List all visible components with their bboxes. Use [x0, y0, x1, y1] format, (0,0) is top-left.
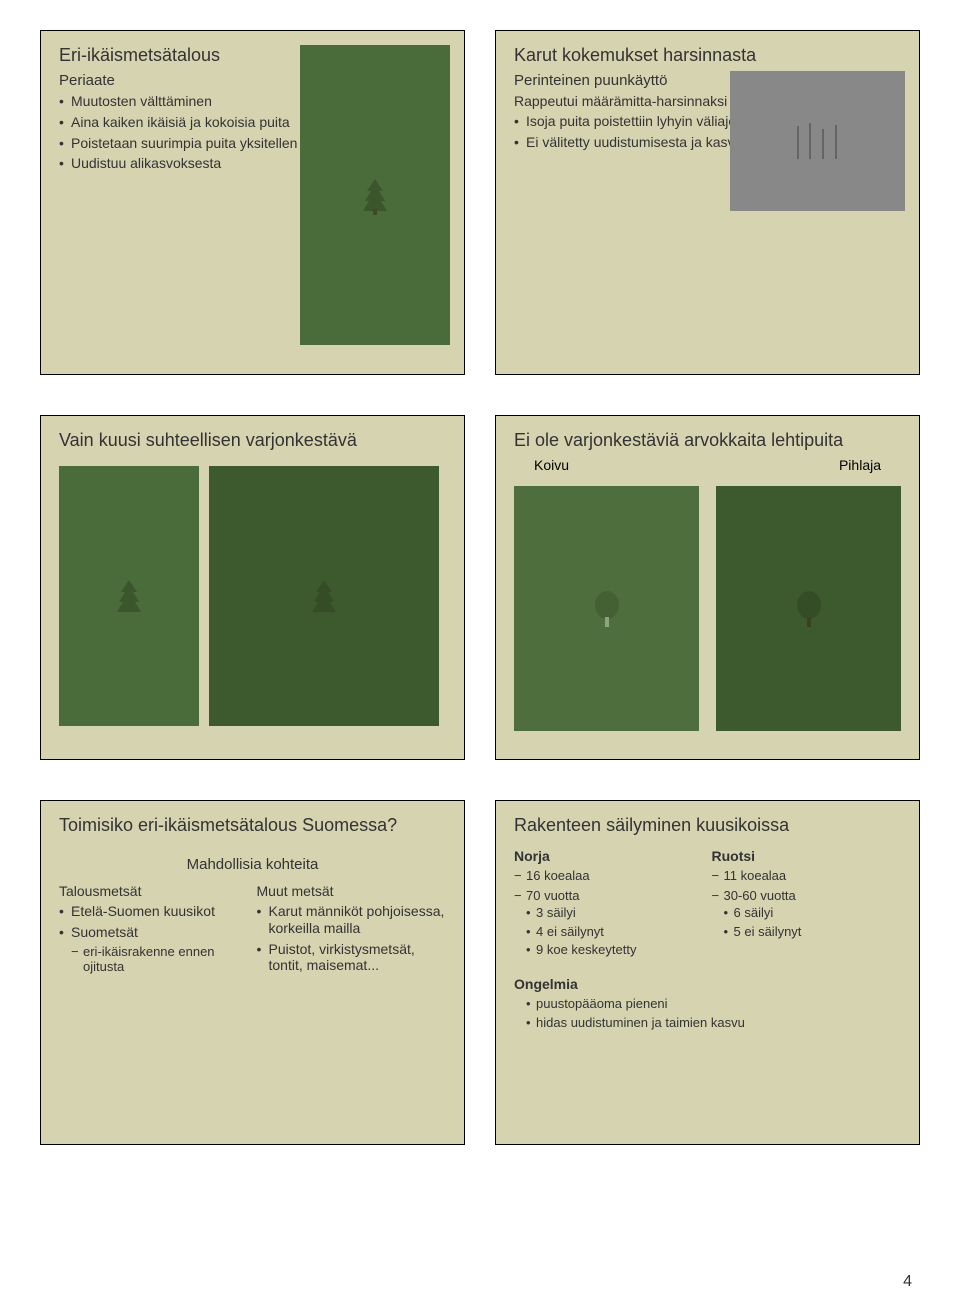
- list-item: 11 koealaa: [712, 868, 902, 884]
- slide5-columns: Talousmetsät Etelä-Suomen kuusikot Suome…: [59, 883, 446, 979]
- col-talousmetsat: Talousmetsät Etelä-Suomen kuusikot Suome…: [59, 883, 249, 979]
- list-item: 70 vuotta 3 säilyi 4 ei säilynyt 9 koe k…: [514, 888, 704, 958]
- koivu-photo: [514, 486, 699, 731]
- slide6-columns: Norja 16 koealaa 70 vuotta 3 säilyi 4 ei…: [514, 848, 901, 962]
- tree-icon: [304, 576, 344, 616]
- slide3-title: Vain kuusi suhteellisen varjonkestävä: [59, 430, 446, 451]
- list-item: hidas uudistuminen ja taimien kasvu: [526, 1015, 901, 1031]
- slide6-title: Rakenteen säilyminen kuusikoissa: [514, 815, 901, 836]
- forest-photo: [300, 45, 450, 345]
- pihlaja-photo: [716, 486, 901, 731]
- col-muutmetsat: Muut metsät Karut männiköt pohjoisessa, …: [257, 883, 447, 979]
- item-text: 70 vuotta: [526, 888, 580, 903]
- list-item: 16 koealaa: [514, 868, 704, 884]
- bw-forest-photo: [730, 71, 905, 211]
- forest-photo-right: [209, 466, 439, 726]
- label-koivu: Koivu: [514, 457, 569, 473]
- tree-icon: [355, 175, 395, 215]
- slide4-labels: Koivu Pihlaja: [514, 457, 901, 473]
- label-pihlaja: Pihlaja: [839, 457, 901, 473]
- list-item: Suometsät eri-ikäisrakenne ennen ojitust…: [59, 924, 249, 975]
- tree-icon: [587, 589, 627, 629]
- ongelmia-head: Ongelmia: [514, 976, 901, 992]
- slide5-subhead: Mahdollisia kohteita: [59, 856, 446, 873]
- tree-icon: [109, 576, 149, 616]
- slide-grid: Eri-ikäismetsätalous Periaate Muutosten …: [40, 30, 920, 1145]
- slide5-title: Toimisiko eri-ikäismetsätalous Suomessa?: [59, 815, 446, 836]
- list-item: 5 ei säilynyt: [724, 924, 902, 940]
- list-item: puustopääoma pieneni: [526, 996, 901, 1012]
- slide4-title: Ei ole varjonkestäviä arvokkaita lehtipu…: [514, 430, 901, 451]
- list-item: 3 säilyi: [526, 905, 704, 921]
- ruotsi-head: Ruotsi: [712, 848, 902, 864]
- slide-2: Karut kokemukset harsinnasta Perinteinen…: [495, 30, 920, 375]
- slide-5: Toimisiko eri-ikäismetsätalous Suomessa?…: [40, 800, 465, 1145]
- norja-head: Norja: [514, 848, 704, 864]
- slide-1: Eri-ikäismetsätalous Periaate Muutosten …: [40, 30, 465, 375]
- slide-6: Rakenteen säilyminen kuusikoissa Norja 1…: [495, 800, 920, 1145]
- page-number: 4: [903, 1273, 912, 1291]
- list-item: Etelä-Suomen kuusikot: [59, 903, 249, 920]
- slide-3: Vain kuusi suhteellisen varjonkestävä: [40, 415, 465, 760]
- list-item: 6 säilyi: [724, 905, 902, 921]
- list-item: 4 ei säilynyt: [526, 924, 704, 940]
- list-item: Puistot, virkistysmetsät, tontit, maisem…: [257, 941, 447, 975]
- col-norja: Norja 16 koealaa 70 vuotta 3 säilyi 4 ei…: [514, 848, 704, 962]
- ongelmia-section: Ongelmia puustopääoma pieneni hidas uudi…: [514, 976, 901, 1030]
- col2-head: Muut metsät: [257, 883, 447, 899]
- slide2-title: Karut kokemukset harsinnasta: [514, 45, 901, 66]
- slide-4: Ei ole varjonkestäviä arvokkaita lehtipu…: [495, 415, 920, 760]
- trees-icon: [788, 121, 848, 161]
- item-text: 30-60 vuotta: [724, 888, 796, 903]
- list-item: 9 koe keskeytetty: [526, 942, 704, 958]
- list-item: eri-ikäisrakenne ennen ojitusta: [71, 944, 249, 975]
- tree-icon: [789, 589, 829, 629]
- col1-head: Talousmetsät: [59, 883, 249, 899]
- forest-photo-left: [59, 466, 199, 726]
- list-item: Karut männiköt pohjoisessa, korkeilla ma…: [257, 903, 447, 937]
- item-text: Suometsät: [71, 924, 138, 940]
- list-item: 30-60 vuotta 6 säilyi 5 ei säilynyt: [712, 888, 902, 940]
- col-ruotsi: Ruotsi 11 koealaa 30-60 vuotta 6 säilyi …: [712, 848, 902, 962]
